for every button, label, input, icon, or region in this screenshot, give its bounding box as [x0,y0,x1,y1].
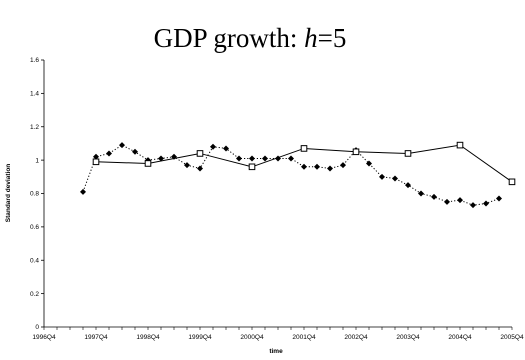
y-tick-label: 1.4 [30,91,39,98]
series-1-point [457,197,463,204]
series-1-point [236,155,242,162]
chart-title: GDP growth: h=5 [154,23,347,53]
series-1-point [106,150,112,157]
series-1-point [379,173,385,180]
series-2-point [196,150,204,157]
series-1-point [119,142,125,149]
y-tick-label: 1.6 [30,57,39,64]
series-1-point [314,163,320,170]
series-1-point [340,162,346,169]
x-tick-label: 1996Q4 [32,334,56,341]
series-1-point [366,160,372,167]
y-axis-title: Standard deviation [5,164,12,223]
y-tick-label: 1.2 [30,124,39,131]
y-tick-label: 0.8 [30,191,39,198]
series-1-point [418,190,424,197]
series-2-point [92,158,100,166]
y-tick-label: 0.4 [30,257,39,264]
x-tick-label: 2001Q4 [292,334,316,341]
y-tick-label: 0 [35,324,39,331]
series-layer [80,141,516,209]
series-2-point [144,160,152,167]
series-1-point [392,175,398,182]
series-2-point [352,148,360,156]
series-1-point [197,165,203,172]
y-tick-label: 0.6 [30,224,39,231]
x-tick-label: 2004Q4 [448,334,472,341]
x-tick-label: 2002Q4 [344,334,368,341]
series-1-point [483,200,489,207]
series-1-point [288,155,294,162]
series-1-point [405,182,411,189]
y-tick-label: 0.2 [30,291,39,298]
x-tick-label: 2003Q4 [396,334,420,341]
y-axis-ticks: 0 0.2 0.4 0.6 0.8 1 1.2 1.4 1.6 [30,57,44,331]
series-1-point [249,155,255,162]
series-1-point [210,143,216,150]
x-tick-label: 1998Q4 [136,334,160,341]
x-tick-label: 1997Q4 [84,334,108,341]
x-axis-ticks: 1996Q4 1997Q4 1998Q4 1999Q4 2000Q4 2001Q4 2002… [32,327,524,341]
series-1-point [431,193,437,200]
series-1-point [93,153,99,160]
series-2-point [456,141,464,149]
x-tick-label: 2005Q4 [500,334,524,341]
x-tick-label: 1999Q4 [188,334,212,341]
series-1-point [132,148,138,155]
series-2-point [248,163,256,171]
series-1-point [301,163,307,170]
y-tick-label: 1 [35,157,39,164]
series-2-point [300,145,308,152]
series-1-point [184,162,190,169]
series-1-point [158,155,164,162]
x-axis-title: time [269,348,283,355]
series-2-point [404,150,412,157]
series-1-point [223,145,229,152]
series-1-line [82,144,500,206]
series-1-point [327,165,333,172]
series-1-point [80,188,86,195]
series-1-point [496,195,502,202]
series-1-point [444,198,450,205]
series-2-point [508,178,516,186]
x-tick-label: 2000Q4 [240,334,264,341]
series-1-point [470,202,476,209]
series-1-point [262,155,268,162]
